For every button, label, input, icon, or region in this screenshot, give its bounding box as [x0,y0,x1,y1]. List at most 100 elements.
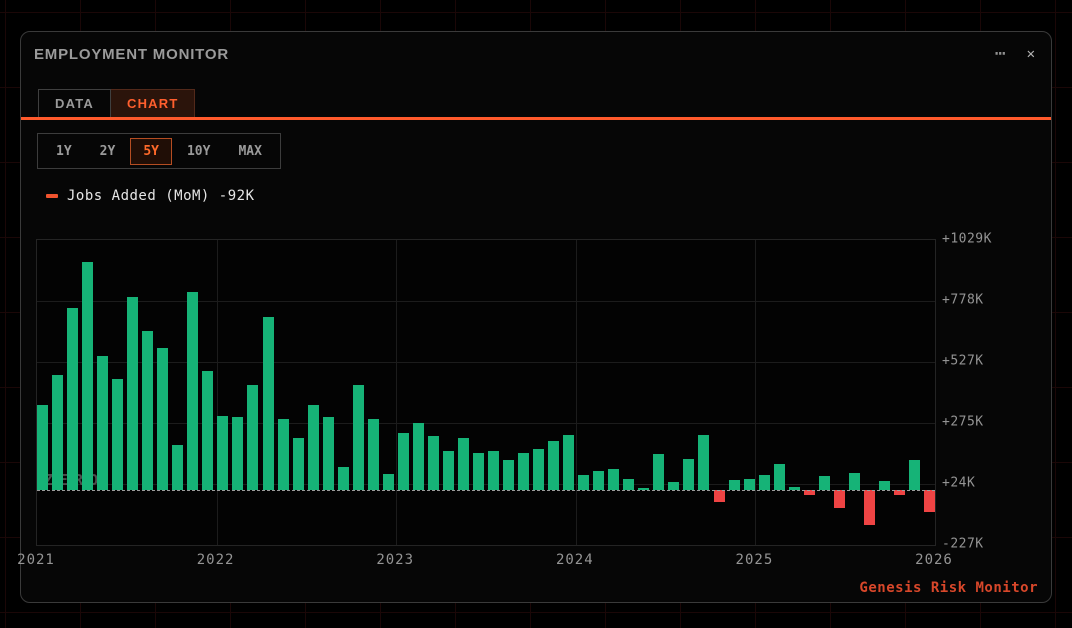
bar-2025-03 [788,486,800,490]
more-options-icon[interactable]: ⋯ [994,43,1007,64]
bar-2024-09 [698,434,710,490]
range-button-10y[interactable]: 10Y [174,138,223,165]
bar-2025-04 [803,489,815,496]
bar-2023-07 [488,451,500,490]
bar-2025-07 [848,472,860,490]
gridline-h [37,362,935,363]
y-tick-label: +275K [942,414,984,430]
bar-2025-12 [924,489,935,513]
bar-2022-02 [232,417,244,490]
bar-2021-06 [112,379,124,490]
bar-2024-07 [668,481,680,490]
gridline-h [37,301,935,302]
bar-2021-05 [97,356,109,490]
bar-2024-12 [743,479,755,490]
view-tabs: DATA CHART [38,89,196,118]
gridline-v [216,240,218,545]
bar-2021-11 [187,291,199,490]
y-tick-label: +527K [942,353,984,369]
x-axis: 2021 2022 2023 2024 2025 2026 [17,552,952,570]
bar-2022-07 [307,404,319,490]
bar-2025-10 [893,489,905,495]
bar-2025-05 [818,476,830,490]
series-swatch-icon [46,194,58,198]
bar-2025-11 [908,460,920,490]
tab-chart[interactable]: CHART [110,89,196,118]
bar-2023-02 [412,423,424,490]
bar-2025-08 [863,489,875,525]
employment-monitor-window: EMPLOYMENT MONITOR ⋯ ✕ DATA CHART 1Y 2Y … [17,31,1052,603]
bar-2025-09 [878,481,890,490]
bar-2022-06 [292,437,304,490]
x-tick-label: 2021 [17,552,55,568]
bar-2021-12 [202,370,214,490]
bar-2021-01 [37,404,48,490]
bar-2022-09 [337,466,349,490]
tab-data[interactable]: DATA [38,89,111,118]
bar-2021-10 [172,444,184,490]
bar-2023-01 [397,432,409,490]
close-icon[interactable]: ✕ [1026,46,1035,62]
chart-legend: Jobs Added (MoM) -92K [46,188,255,204]
bar-2023-08 [503,459,515,490]
accent-divider [21,117,1051,120]
range-button-max[interactable]: MAX [225,138,274,165]
bar-2025-01 [758,474,770,490]
series-label: Jobs Added (MoM) [67,188,210,204]
plot-area: ZERO [36,239,936,546]
bar-2023-04 [442,451,454,490]
gridline-v [755,240,757,545]
bar-2022-04 [262,317,274,490]
bar-2025-02 [773,463,785,490]
gridline-h [37,423,935,424]
window-title: EMPLOYMENT MONITOR [34,45,229,63]
series-latest-value: -92K [218,188,255,204]
y-tick-label: +24K [942,475,976,491]
x-tick-label: 2026 [915,552,953,568]
y-tick-label: +778K [942,292,984,308]
bar-2023-09 [518,453,530,490]
y-tick-label: +1029K [942,231,992,247]
zero-line [37,490,935,491]
bar-2021-04 [82,261,94,490]
bar-2022-10 [352,385,364,490]
x-tick-label: 2022 [196,552,235,568]
range-button-5y[interactable]: 5Y [130,137,172,165]
bar-2024-05 [638,487,650,490]
bar-2024-02 [593,471,605,490]
y-tick-label: -227K [942,536,984,552]
bar-2021-09 [157,347,169,490]
bar-2021-07 [127,296,139,490]
gridline-v [396,240,398,545]
range-button-2y[interactable]: 2Y [87,138,129,165]
bar-2024-03 [608,469,620,490]
window-header: EMPLOYMENT MONITOR ⋯ ✕ [21,32,1051,76]
bar-2023-03 [427,436,439,490]
bar-2022-05 [277,419,289,490]
bar-2023-12 [563,435,575,490]
bar-2021-03 [67,307,79,490]
bar-2022-08 [322,417,334,490]
bar-2022-01 [217,415,229,490]
bar-2022-11 [367,419,379,490]
x-tick-label: 2025 [735,552,774,568]
time-range-selector: 1Y 2Y 5Y 10Y MAX [37,133,281,169]
bar-2022-03 [247,385,259,490]
bar-2024-08 [683,458,695,490]
bar-2024-11 [728,479,740,490]
bar-2021-08 [142,330,154,490]
bar-2024-04 [623,478,635,490]
bar-2023-10 [533,448,545,490]
gridline-v [575,240,577,545]
x-tick-label: 2024 [555,552,594,568]
bar-2023-05 [457,437,469,490]
bar-2023-06 [472,453,484,490]
range-button-1y[interactable]: 1Y [43,138,85,165]
x-tick-label: 2023 [376,552,415,568]
gridline-h [37,484,935,485]
bar-2024-10 [713,489,725,502]
bar-2024-06 [653,453,665,490]
bar-2023-11 [548,441,560,490]
brand-label: Genesis Risk Monitor [859,580,1038,596]
bar-2025-06 [833,489,845,508]
